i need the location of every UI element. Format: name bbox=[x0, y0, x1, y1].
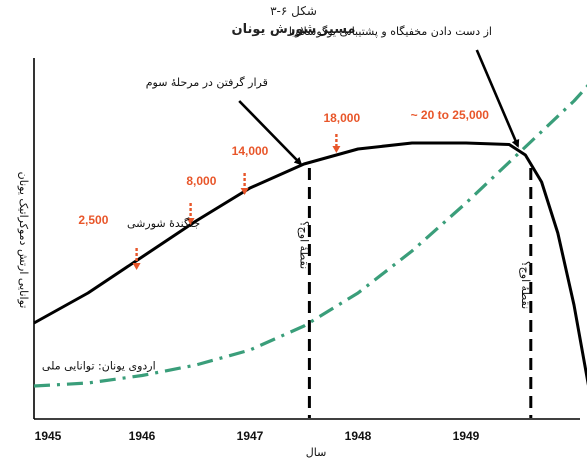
callout-text: از دست دادن مخفیگاه و پشتیبانی یوگوسلاوی… bbox=[289, 25, 492, 38]
data-label-arrowhead bbox=[132, 263, 141, 270]
army-series-line bbox=[33, 84, 587, 388]
data-label: ~ 20 to 25,000 bbox=[411, 108, 490, 122]
data-label-arrowhead bbox=[186, 218, 195, 225]
peak-marker-label: نقطهٔ اوج؟ bbox=[297, 221, 310, 269]
x-tick-label: 1946 bbox=[129, 429, 156, 443]
data-label: 18,000 bbox=[323, 111, 360, 125]
x-tick-label: 1947 bbox=[237, 429, 264, 443]
callout-arrow bbox=[238, 100, 303, 166]
data-label-arrowhead bbox=[332, 146, 341, 153]
x-axis-label: سال bbox=[306, 446, 327, 459]
callout-arrow bbox=[475, 49, 520, 148]
insurgent-series-line bbox=[33, 141, 587, 386]
data-label: 2,500 bbox=[78, 213, 108, 227]
series-annotation: اردوی یونان: توانایی ملی bbox=[42, 360, 156, 373]
axes: 1945 1946 1947 1948 1949 سال توانایی ارتش دموک… bbox=[17, 58, 580, 459]
chart-title: مسیر شورش یونان bbox=[231, 22, 356, 37]
data-label: 14,000 bbox=[232, 144, 269, 158]
x-tick-label: 1949 bbox=[453, 429, 480, 443]
series-annotation: جنگندهٔ شورشی bbox=[127, 217, 200, 230]
data-labels: 2,500 8,000 14,000 18,000 ~ 20 to 25,000 bbox=[78, 108, 489, 270]
data-label: 8,000 bbox=[186, 174, 216, 188]
data-label-arrowhead bbox=[240, 188, 249, 195]
chart-text: جنگندهٔ شورشی اردوی یونان: توانایی ملی قرا… bbox=[42, 25, 520, 373]
x-tick-label: 1945 bbox=[35, 429, 62, 443]
series-lines bbox=[33, 84, 587, 388]
x-tick-label: 1948 bbox=[345, 429, 372, 443]
y-axis-label: توانایی ارتش دموکراتیک یونان bbox=[17, 172, 30, 309]
peak-markers: نقطهٔ اوج؟ نقطهٔ اوج؟ bbox=[297, 168, 533, 418]
callout-text: قرار گرفتن در مرحلهٔ سوم bbox=[146, 76, 268, 89]
figure-label: شکل ۶-۳ bbox=[270, 4, 317, 18]
peak-marker-label: نقطهٔ اوج؟ bbox=[519, 261, 532, 309]
